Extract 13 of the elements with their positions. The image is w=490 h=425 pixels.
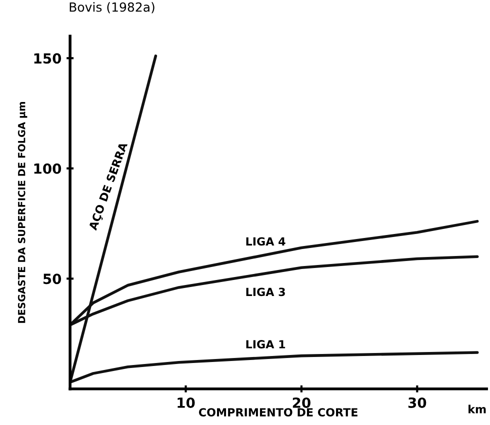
series-label: LIGA 3 [246, 288, 285, 296]
y-tick-label: 100 [34, 163, 62, 174]
x-axis-title: COMPRIMENTO DE CORTE [198, 408, 358, 416]
y-tick-label: 50 [43, 274, 62, 284]
y-axis-title: DESGASTE DA SUPERFICIE DE FOLGA μm [18, 102, 28, 323]
x-tick-label: 10 [178, 397, 195, 408]
y-tick-label: 150 [34, 53, 62, 64]
text: km [468, 404, 486, 414]
x-tick-label: 30 [408, 397, 426, 408]
series-label: LIGA 1 [246, 340, 286, 348]
series-label: LIGA 4 [246, 237, 286, 246]
text: Bovis (1982a) [70, 2, 154, 14]
x-tick-label: 20 [292, 397, 310, 408]
